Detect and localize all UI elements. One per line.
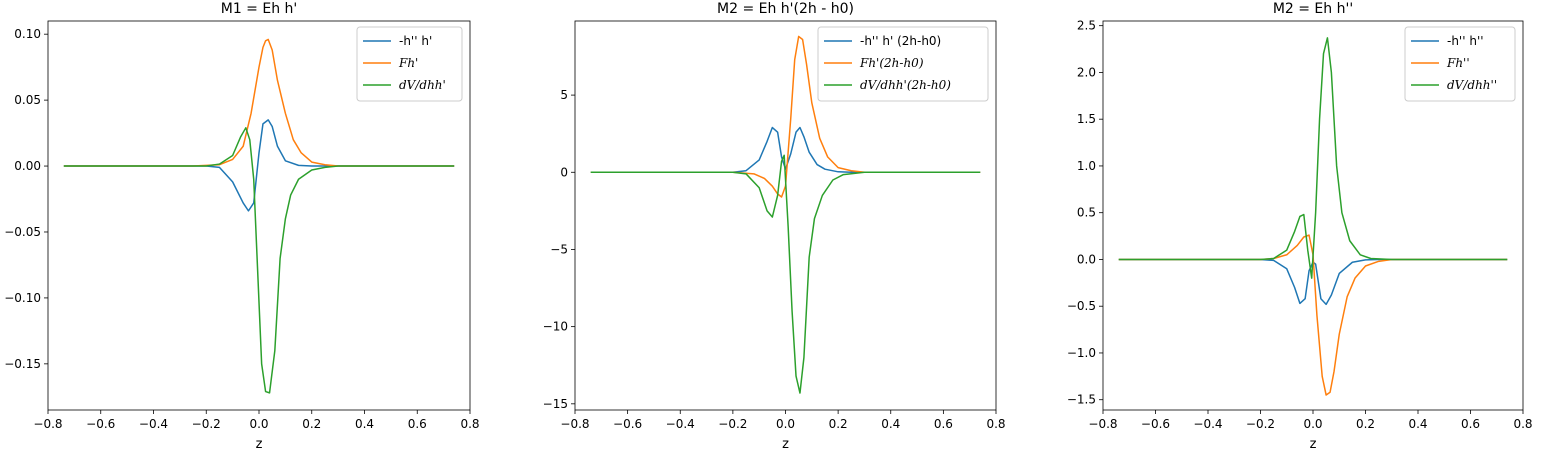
series-line-3	[590, 154, 981, 394]
legend-entry: Fh''	[1446, 56, 1470, 70]
x-tick-label: 0.0	[1303, 417, 1322, 431]
y-tick-label: 2.0	[1077, 65, 1096, 79]
legend: -h'' h' (2h-h0) Fh'(2h-h0) dV/dhh'(2h-h0)	[817, 26, 989, 102]
subplot-title: M1 = Eh h'	[221, 1, 298, 17]
y-tick-label: 1.5	[1077, 112, 1096, 126]
x-tick-label: 0.6	[934, 417, 953, 431]
x-tick-label: 0.0	[249, 417, 268, 431]
y-tick-label: 0.5	[1077, 206, 1096, 220]
subplot-3: M2 = Eh h'' −0.8 −0.6 −0.4 −0.2 0.0 0.2 0.4 0.6 0…	[1067, 1, 1533, 450]
y-tick-label: 2.5	[1077, 19, 1096, 33]
x-tick-label: −0.2	[718, 417, 747, 431]
legend-entry: dV/dhh'	[399, 78, 446, 92]
x-tick-label: −0.8	[33, 417, 62, 431]
series-line-2	[63, 38, 455, 167]
x-tick-label: 0.8	[1513, 417, 1532, 431]
x-tick-label: −0.6	[1141, 417, 1170, 431]
y-tick-label: 0.00	[14, 159, 41, 173]
subplot-title: M2 = Eh h'(2h - h0)	[717, 1, 854, 17]
x-tick-label: 0.4	[881, 417, 900, 431]
x-tick-label: 0.4	[1408, 417, 1427, 431]
legend-entry: -h'' h'	[399, 34, 432, 48]
legend-box	[817, 26, 989, 102]
legend-box	[1404, 26, 1516, 102]
legend: -h'' h' Fh' dV/dhh'	[356, 26, 463, 102]
y-tick-label: −0.15	[4, 357, 41, 371]
x-tick-label: −0.8	[1088, 417, 1117, 431]
x-tick-label: −0.4	[666, 417, 695, 431]
series-line-2	[590, 35, 981, 198]
legend-entry: dV/dhh'(2h-h0)	[860, 78, 951, 92]
y-tick-label: 1.0	[1077, 159, 1096, 173]
y-tick-label: −15	[543, 397, 568, 411]
series-line-3	[1118, 37, 1508, 279]
x-tick-label: 0.2	[829, 417, 848, 431]
legend-entry: dV/dhh''	[1447, 78, 1497, 92]
series-line-1	[590, 126, 981, 174]
subplot-1: M1 = Eh h' −0.8 −0.6 −0.4 −0.2 0.0 0.2 0.4 0.6 0.…	[4, 1, 479, 450]
x-tick-label: −0.2	[1246, 417, 1275, 431]
series-line-2	[1118, 234, 1508, 396]
x-tick-label: −0.4	[139, 417, 168, 431]
x-tick-label: −0.4	[1193, 417, 1222, 431]
x-tick-label: 0.6	[1461, 417, 1480, 431]
series-line-3	[63, 127, 455, 394]
x-tick-label: 0.4	[355, 417, 374, 431]
y-tick-label: −5	[550, 242, 568, 256]
x-tick-label: 0.8	[460, 417, 479, 431]
legend-entry: -h'' h''	[1447, 34, 1484, 48]
x-axis-label: z	[256, 437, 263, 450]
legend-box	[356, 26, 463, 102]
legend-entry: Fh'	[398, 56, 418, 70]
x-tick-label: 0.2	[302, 417, 321, 431]
x-tick-label: 0.2	[1356, 417, 1375, 431]
x-tick-label: −0.6	[613, 417, 642, 431]
x-tick-label: 0.0	[776, 417, 795, 431]
y-tick-label: −0.05	[4, 225, 41, 239]
y-tick-label: 0.0	[1077, 252, 1096, 266]
y-tick-label: 0	[560, 165, 568, 179]
x-tick-label: −0.6	[86, 417, 115, 431]
subplot-title: M2 = Eh h''	[1273, 1, 1353, 17]
x-tick-label: 0.8	[986, 417, 1005, 431]
series-line-1	[63, 119, 455, 212]
x-tick-label: −0.8	[560, 417, 589, 431]
y-tick-label: 5	[560, 88, 568, 102]
legend: -h'' h'' Fh'' dV/dhh''	[1404, 26, 1516, 102]
series-line-1	[1118, 258, 1508, 306]
y-tick-label: −0.10	[4, 291, 41, 305]
x-axis-label: z	[1310, 437, 1317, 450]
x-tick-label: 0.6	[408, 417, 427, 431]
y-tick-label: 0.10	[14, 27, 41, 41]
y-tick-label: −1.0	[1067, 346, 1096, 360]
y-tick-label: −10	[543, 320, 568, 334]
y-tick-label: −1.5	[1067, 393, 1096, 407]
y-tick-label: −0.5	[1067, 299, 1096, 313]
x-axis-label: z	[782, 437, 789, 450]
y-tick-label: 0.05	[14, 93, 41, 107]
x-tick-label: −0.2	[192, 417, 221, 431]
subplot-2: M2 = Eh h'(2h - h0) −0.8 −0.6 −0.4 −0.2 0.0 0.…	[543, 1, 1006, 450]
legend-entry: -h'' h' (2h-h0)	[860, 34, 941, 48]
legend-entry: Fh'(2h-h0)	[859, 56, 924, 70]
